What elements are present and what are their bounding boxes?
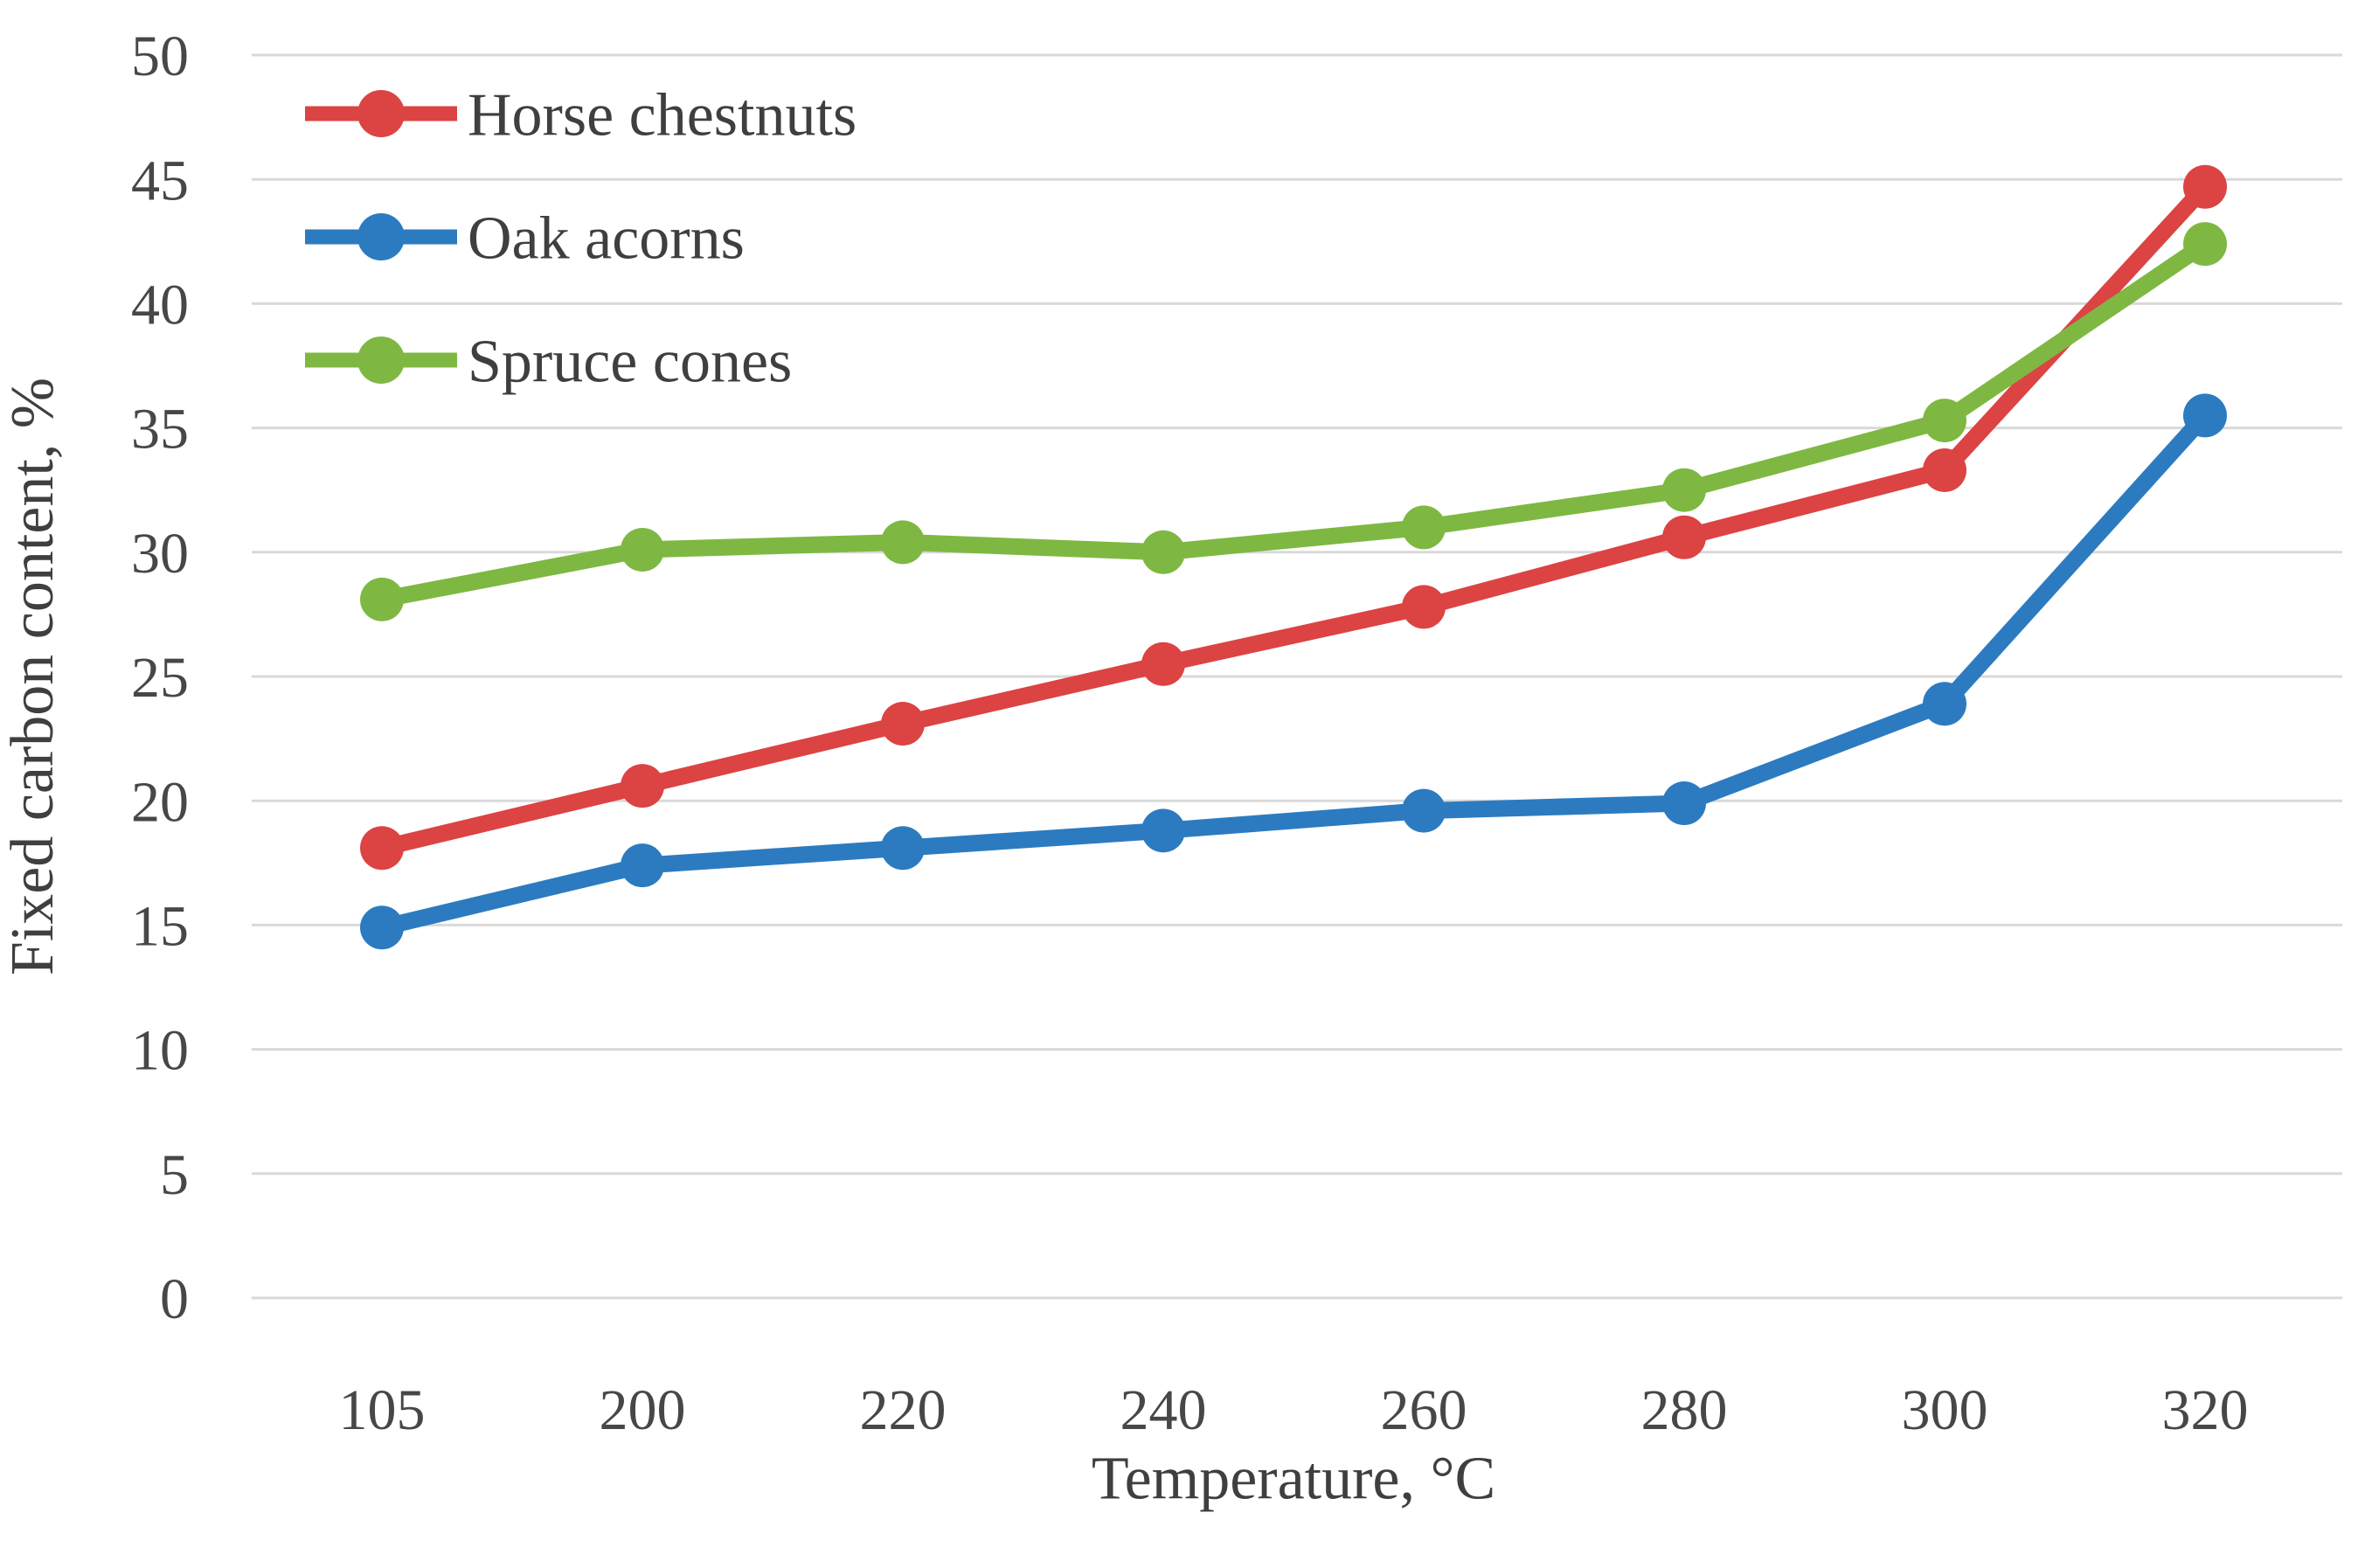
legend-dot-marker: [357, 213, 405, 260]
y-tick-label: 50: [131, 24, 189, 88]
y-tick-label: 10: [131, 1019, 189, 1083]
y-tick-label: 5: [160, 1143, 189, 1207]
data-series: [360, 164, 2227, 950]
data-point-marker: [360, 577, 404, 621]
legend-dot-marker: [357, 90, 405, 137]
x-tick-label: 280: [1641, 1378, 1728, 1442]
legend: Horse chestnuts Oak acorns Spruce cones: [305, 82, 857, 396]
y-tick-label: 20: [131, 770, 189, 834]
y-tick-label: 30: [131, 522, 189, 586]
x-tick-label: 240: [1120, 1378, 1207, 1442]
data-point-marker: [1662, 515, 1706, 559]
legend-label: Oak acorns: [468, 205, 745, 273]
data-point-marker: [1923, 448, 1966, 492]
data-point-marker: [621, 843, 664, 888]
data-point-marker: [2183, 222, 2227, 267]
data-point-marker: [881, 702, 925, 746]
x-axis-tick-labels: 105 200 220 240 260 280 300 320: [339, 1378, 2249, 1442]
legend-label: Horse chestnuts: [468, 82, 857, 149]
data-point-marker: [1662, 781, 1706, 826]
y-tick-label: 40: [131, 274, 189, 337]
x-tick-label: 260: [1381, 1378, 1467, 1442]
y-tick-label: 25: [131, 646, 189, 710]
legend-item-oak-acorns: Oak acorns: [305, 205, 745, 273]
data-point-marker: [2183, 164, 2227, 209]
legend-item-spruce-cones: Spruce cones: [305, 329, 792, 396]
y-tick-label: 45: [131, 149, 189, 212]
data-point-marker: [1141, 530, 1185, 574]
data-point-marker: [621, 527, 664, 572]
x-tick-label: 320: [2162, 1378, 2249, 1442]
x-tick-label: 220: [860, 1378, 947, 1442]
series-line: [373, 406, 2214, 936]
data-point-marker: [1402, 505, 1446, 550]
data-point-marker: [1662, 468, 1706, 512]
series-oak-acorns: [360, 393, 2227, 950]
y-tick-label: 15: [131, 895, 189, 959]
data-point-marker: [881, 520, 925, 565]
data-point-marker: [1402, 788, 1446, 833]
y-axis-title: Fixed carbon content, %: [0, 378, 66, 975]
x-tick-label: 105: [339, 1378, 426, 1442]
data-point-marker: [1402, 585, 1446, 629]
series-horse-chestnuts: [360, 164, 2227, 871]
data-point-marker: [2183, 393, 2227, 438]
series-line: [373, 178, 2214, 857]
legend-dot-marker: [357, 336, 405, 384]
legend-item-horse-chestnuts: Horse chestnuts: [305, 82, 857, 149]
data-point-marker: [1141, 808, 1185, 853]
data-point-marker: [360, 905, 404, 950]
data-point-marker: [1923, 682, 1966, 726]
series-line: [373, 235, 2214, 608]
data-point-marker: [621, 764, 664, 808]
data-point-marker: [1141, 642, 1185, 686]
data-point-marker: [881, 826, 925, 871]
data-point-marker: [360, 826, 404, 871]
x-tick-label: 200: [600, 1378, 686, 1442]
y-tick-label: 0: [160, 1267, 189, 1331]
y-tick-label: 35: [131, 398, 189, 461]
legend-label: Spruce cones: [468, 329, 792, 396]
y-axis-tick-labels: 0 5 10 15 20 25 30 35 40 45 50: [131, 24, 189, 1331]
x-axis-title: Temperature, °C: [1092, 1446, 1495, 1513]
series-spruce-cones: [360, 222, 2227, 621]
data-point-marker: [1923, 399, 1966, 443]
x-tick-label: 300: [1902, 1378, 1988, 1442]
